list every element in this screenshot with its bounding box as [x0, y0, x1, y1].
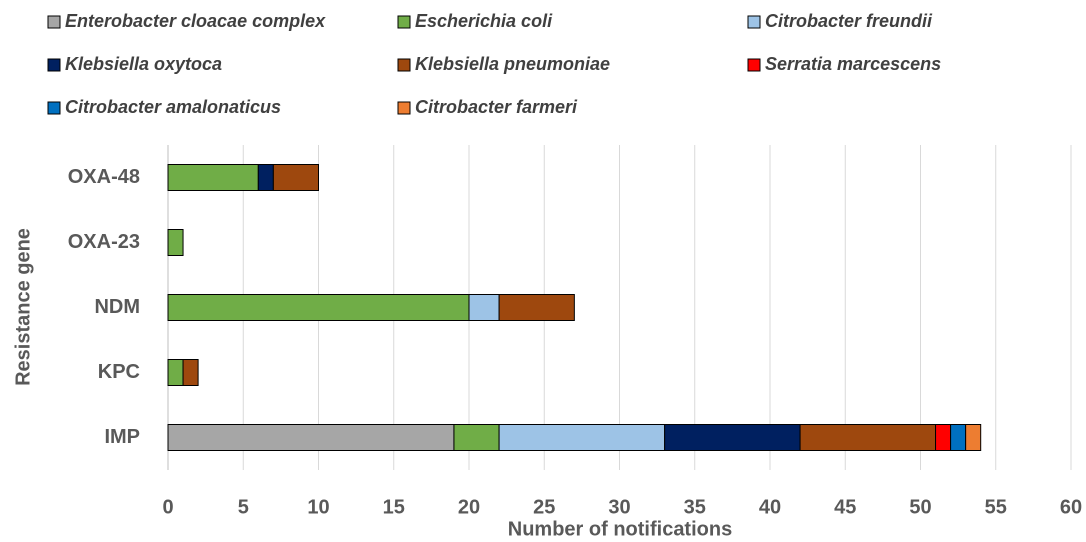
legend-swatch — [747, 58, 761, 72]
x-tick-label: 30 — [608, 496, 630, 518]
x-tick-label: 45 — [834, 496, 856, 518]
bar-segment — [664, 424, 801, 451]
x-tick-label: 60 — [1060, 496, 1082, 518]
bar-segment — [167, 294, 470, 321]
bar-segment — [950, 424, 967, 451]
x-tick-label: 50 — [909, 496, 931, 518]
bar-segment — [167, 424, 455, 451]
x-tick-label: 55 — [985, 496, 1007, 518]
bar-segment — [498, 294, 575, 321]
legend-swatch — [397, 58, 411, 72]
legend-swatch — [47, 58, 61, 72]
bar-segment — [498, 424, 666, 451]
legend-label: Citrobacter farmeri — [415, 97, 578, 117]
bar-segment — [468, 294, 500, 321]
x-tick-label: 5 — [238, 496, 249, 518]
x-tick-label: 35 — [684, 496, 706, 518]
legend-swatch — [47, 101, 61, 115]
x-tick-label: 15 — [383, 496, 405, 518]
x-tick-label: 0 — [162, 496, 173, 518]
bar-segment — [167, 359, 184, 386]
y-axis-title: Resistance gene — [12, 228, 34, 386]
bar-segment — [167, 164, 259, 191]
bar-segment — [935, 424, 952, 451]
bar-segment — [257, 164, 274, 191]
y-tick-label: NDM — [94, 296, 140, 318]
legend-label: Serratia marcescens — [765, 54, 941, 74]
legend-swatch — [397, 15, 411, 29]
legend-label: Citrobacter freundii — [765, 11, 933, 31]
bar-segment — [799, 424, 937, 451]
legend-swatch — [747, 15, 761, 29]
y-tick-label: KPC — [98, 361, 140, 383]
y-tick-label: OXA-23 — [68, 231, 140, 253]
x-tick-label: 20 — [458, 496, 480, 518]
legend-swatch — [397, 101, 411, 115]
x-tick-label: 40 — [759, 496, 781, 518]
x-tick-label: 10 — [307, 496, 329, 518]
y-tick-label: IMP — [104, 426, 140, 448]
bar-segment — [167, 229, 184, 256]
y-tick-label: OXA-48 — [68, 166, 140, 188]
legend-label: Escherichia coli — [415, 11, 553, 31]
bar-segment — [965, 424, 982, 451]
legend-swatch — [47, 15, 61, 29]
legend-label: Klebsiella pneumoniae — [415, 54, 610, 74]
legend-label: Enterobacter cloacae complex — [65, 11, 326, 31]
x-tick-label: 25 — [533, 496, 555, 518]
bar-segment — [272, 164, 320, 191]
legend-label: Klebsiella oxytoca — [65, 54, 222, 74]
bar-segment — [182, 359, 199, 386]
legend-label: Citrobacter amalonaticus — [65, 97, 281, 117]
x-axis-title: Number of notifications — [508, 518, 732, 540]
bar-segment — [453, 424, 500, 451]
